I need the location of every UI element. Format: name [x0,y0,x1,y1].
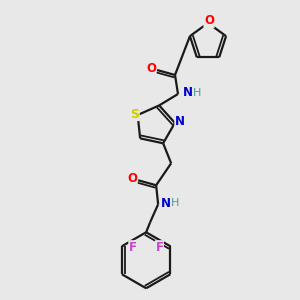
Text: H: H [193,88,201,98]
Text: N: N [183,86,193,100]
Text: O: O [127,172,137,185]
Text: O: O [204,14,214,28]
Text: F: F [129,241,137,254]
Text: S: S [130,107,139,121]
Text: H: H [171,198,179,208]
Text: F: F [155,241,164,254]
Text: N: N [161,197,171,210]
Text: N: N [175,116,185,128]
Text: O: O [146,62,156,76]
